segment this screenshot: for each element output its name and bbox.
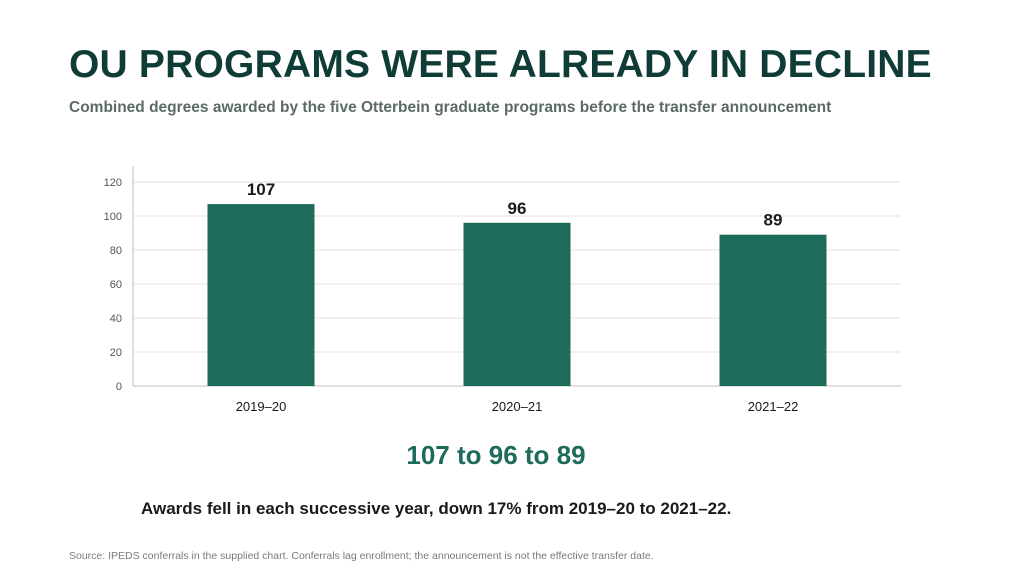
data-labels: 107 96 89 <box>247 180 783 230</box>
source-note: Source: IPEDS conferrals in the supplied… <box>69 550 654 562</box>
data-label: 89 <box>764 211 783 230</box>
page-subtitle: Combined degrees awarded by the five Ott… <box>69 99 832 116</box>
bar <box>719 234 827 386</box>
y-tick-label: 40 <box>110 313 122 325</box>
x-axis-ticks: 2019–20 2020–21 2021–22 <box>236 399 799 414</box>
x-tick-label: 2020–21 <box>492 399 543 414</box>
y-tick-label: 0 <box>116 381 122 393</box>
data-label: 107 <box>247 180 275 199</box>
y-tick-label: 80 <box>110 245 122 257</box>
bar <box>463 222 571 386</box>
y-axis-ticks: 0 20 40 60 80 100 120 <box>104 177 122 393</box>
trend-callout: 107 to 96 to 89 <box>406 440 586 470</box>
x-tick-label: 2021–22 <box>748 399 799 414</box>
data-label: 96 <box>508 199 527 218</box>
bar <box>207 204 315 386</box>
page-title: OU PROGRAMS WERE ALREADY IN DECLINE <box>69 43 932 86</box>
y-tick-label: 120 <box>104 177 122 189</box>
y-tick-label: 20 <box>110 347 122 359</box>
y-tick-label: 60 <box>110 279 122 291</box>
y-tick-label: 100 <box>104 211 122 223</box>
bars <box>207 204 827 386</box>
x-tick-label: 2019–20 <box>236 399 287 414</box>
summary-note: Awards fell in each successive year, dow… <box>141 499 732 518</box>
